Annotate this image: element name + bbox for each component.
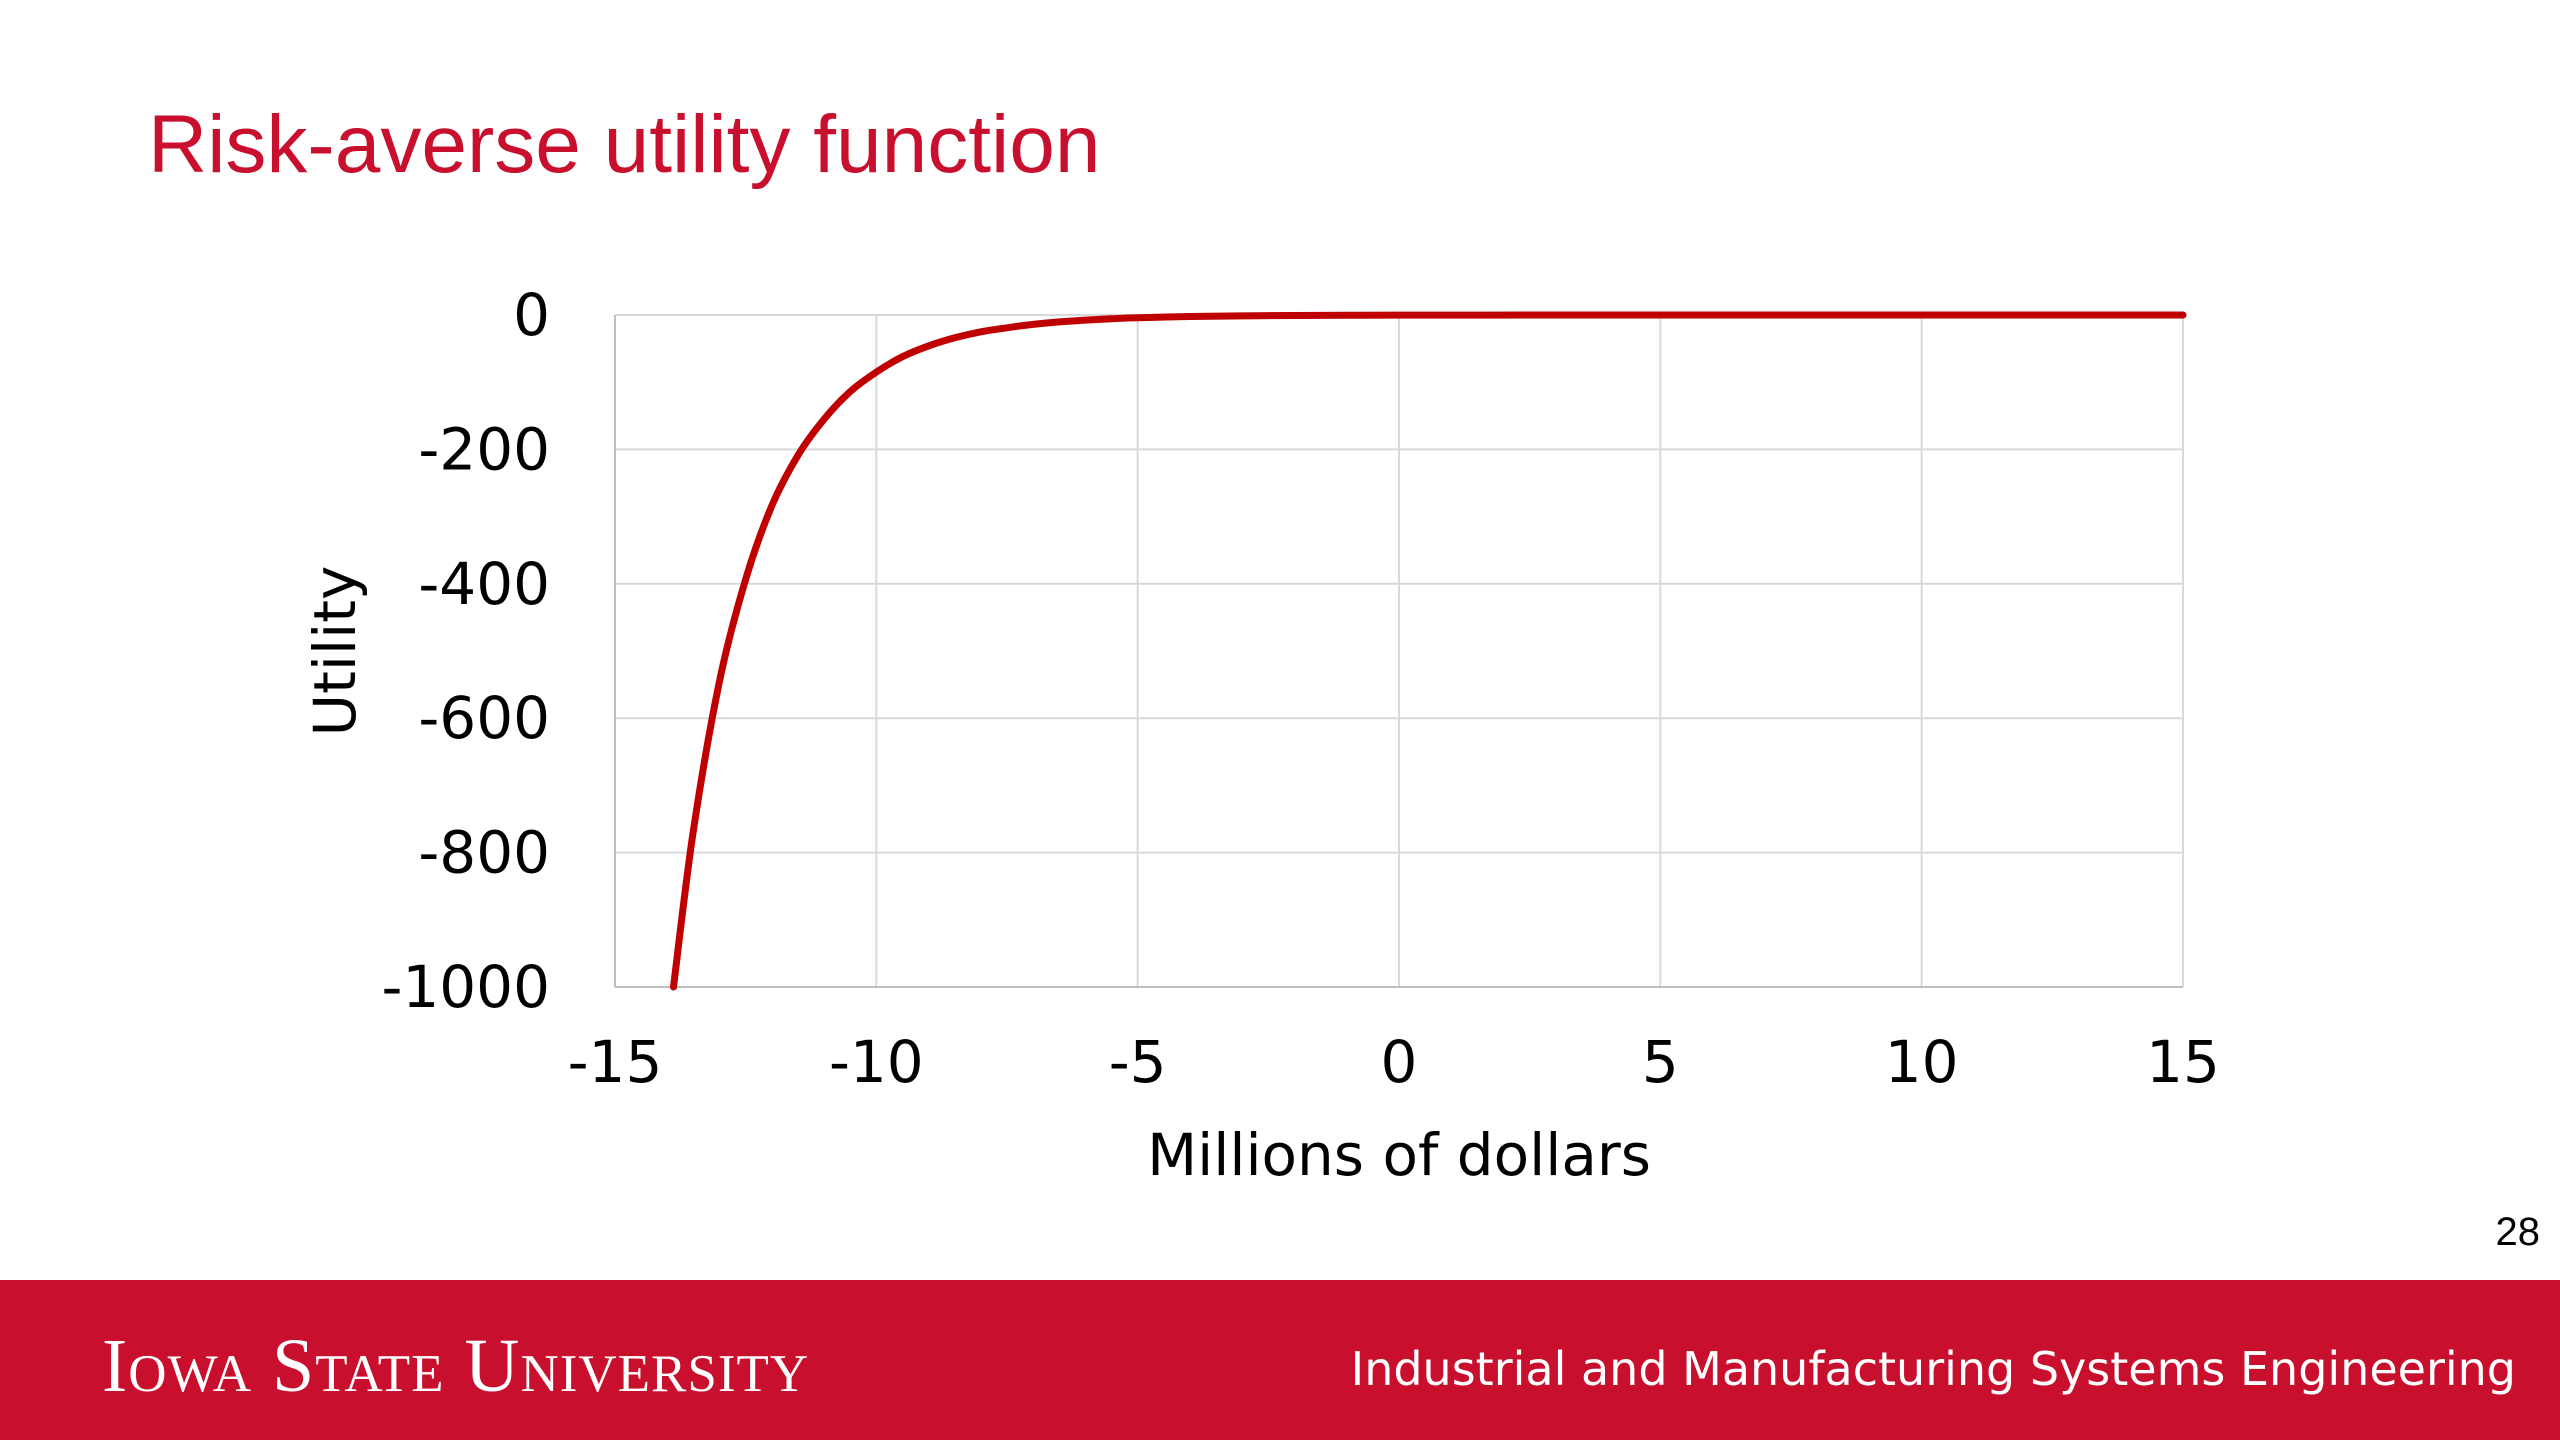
university-wordmark: Iowa State University — [102, 1324, 810, 1408]
x-tick-labels: -15 -10 -5 0 5 10 15 — [568, 1028, 2220, 1096]
y-tick-label: -200 — [418, 415, 550, 483]
x-axis-title: Millions of dollars — [1147, 1121, 1651, 1189]
grid-lines — [614, 314, 2184, 988]
department-name: Industrial and Manufacturing Systems Eng… — [1350, 1342, 2516, 1396]
footer-bar: Iowa State University Industrial and Man… — [0, 1280, 2560, 1440]
x-tick-label: 5 — [1642, 1028, 1679, 1096]
axis-lines — [614, 315, 2183, 988]
x-tick-label: 10 — [1885, 1028, 1959, 1096]
x-tick-label: 15 — [2146, 1028, 2220, 1096]
y-tick-label: 0 — [513, 281, 550, 349]
utility-curve-line — [670, 311, 2187, 991]
x-tick-label: -10 — [829, 1028, 924, 1096]
x-tick-label: -5 — [1109, 1028, 1167, 1096]
y-tick-label: -800 — [418, 819, 550, 887]
series-layer — [670, 311, 2187, 991]
y-tick-label: -1000 — [381, 953, 550, 1021]
x-tick-label: -15 — [568, 1028, 663, 1096]
x-tick-label: 0 — [1381, 1028, 1418, 1096]
utility-chart: 0 -200 -400 -600 -800 -1000 -15 -10 -5 0 5 10 15 Mi… — [301, 281, 2220, 1189]
y-tick-label: -400 — [418, 550, 550, 618]
page-number: 28 — [2495, 1210, 2541, 1254]
y-tick-labels: 0 -200 -400 -600 -800 -1000 — [381, 281, 550, 1021]
y-axis-title: Utility — [301, 566, 369, 737]
slide-title: Risk-averse utility function — [148, 99, 1101, 190]
y-tick-label: -600 — [418, 684, 550, 752]
